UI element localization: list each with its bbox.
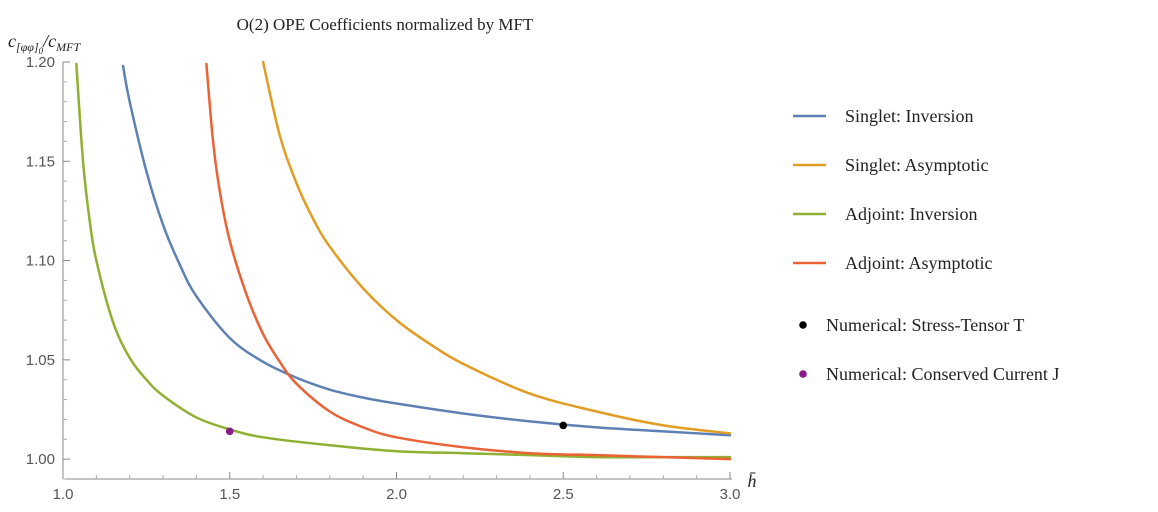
x-tick-label: 1.0 <box>53 486 74 503</box>
x-axis-label: h̄ <box>748 471 757 491</box>
point-numerical-conserved-current-j <box>226 428 234 436</box>
series-line-singlet-asymptotic <box>263 62 730 433</box>
x-tick-label: 2.5 <box>553 486 574 503</box>
axes <box>63 62 732 479</box>
y-tick-label: 1.20 <box>26 54 55 71</box>
legend-label: Singlet: Asymptotic <box>845 155 989 175</box>
legend-label: Adjoint: Inversion <box>845 204 978 224</box>
legend: Singlet: Inversion Singlet: Asymptotic Adj… <box>793 106 1059 384</box>
y-tick-label: 1.15 <box>26 153 55 170</box>
x-tick-label: 2.0 <box>386 486 407 503</box>
y-tick-label: 1.00 <box>26 451 55 468</box>
y-axis-label: c[φφ]0/cMFT <box>8 31 81 56</box>
points-layer <box>226 422 567 436</box>
legend-label: Adjoint: Asymptotic <box>845 253 993 273</box>
legend-label: Singlet: Inversion <box>845 106 974 126</box>
series-line-adjoint-inversion <box>76 64 730 457</box>
legend-marker <box>799 370 807 378</box>
y-tick-label: 1.05 <box>26 352 55 369</box>
x-tick-label: 1.5 <box>219 486 240 503</box>
legend-marker <box>799 321 807 329</box>
point-numerical-stress-tensor-t <box>559 422 567 430</box>
series-layer <box>76 62 730 459</box>
y-tick-label: 1.10 <box>26 253 55 270</box>
series-line-adjoint-asymptotic <box>206 64 730 459</box>
svg-text:c[φφ]0/cMFT: c[φφ]0/cMFT <box>8 31 81 56</box>
series-line-singlet-inversion <box>123 66 730 435</box>
legend-label: Numerical: Conserved Current J <box>826 364 1059 384</box>
x-tick-label: 3.0 <box>720 486 741 503</box>
chart-title: O(2) OPE Coefficients normalized by MFT <box>237 15 534 34</box>
legend-label: Numerical: Stress-Tensor T <box>826 315 1024 335</box>
